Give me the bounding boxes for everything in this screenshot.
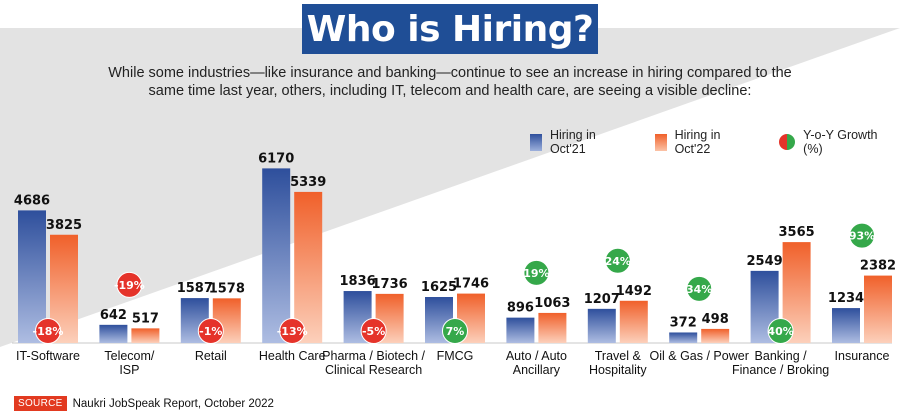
legend-label-growth: Y-o-Y Growth (%) [803, 128, 878, 156]
legend-item-oct22: Hiring in Oct'22 [654, 128, 760, 156]
value-label-oct21: 896 [507, 301, 534, 316]
legend-label-oct21: Hiring in Oct'21 [549, 128, 596, 156]
bar-oct21 [262, 168, 291, 343]
legend-item-oct21: Hiring in Oct'21 [530, 128, 635, 156]
value-label-oct21: 642 [100, 308, 127, 323]
value-label-oct21: 1625 [421, 280, 457, 295]
title-banner: Who is Hiring? [302, 4, 598, 54]
category-label: IT-Software [16, 349, 80, 363]
growth-label: 24% [605, 255, 631, 268]
bar-oct22 [619, 300, 648, 343]
bar-oct21 [506, 317, 535, 343]
legend-item-growth: Y-o-Y Growth (%) [779, 128, 900, 156]
growth-badge [116, 271, 143, 298]
growth-label: 40% [767, 325, 793, 338]
category-label: Auto / Auto Ancillary [506, 349, 567, 377]
value-label-oct21: 2549 [747, 254, 783, 269]
category-label: Oil & Gas / Power [650, 349, 749, 363]
value-label-oct22: 1746 [453, 277, 489, 292]
value-label-oct22: 1736 [372, 277, 408, 292]
bar-oct21 [832, 308, 860, 343]
value-label-oct21: 4686 [14, 193, 50, 208]
bar-oct22 [538, 312, 567, 343]
growth-badge [767, 318, 794, 344]
growth-label: -19% [114, 279, 145, 292]
category-label: Travel & Hospitality [589, 349, 647, 377]
growth-badge [360, 318, 387, 344]
growth-badge [279, 318, 306, 344]
value-label-oct21: 1587 [177, 281, 213, 296]
bar-oct21 [587, 308, 616, 343]
bar-oct22 [294, 191, 323, 343]
value-label-oct21: 372 [670, 315, 697, 330]
growth-label: -5% [362, 325, 385, 338]
value-label-oct22: 1063 [534, 296, 570, 311]
growth-badge [35, 318, 61, 344]
growth-badge [686, 275, 713, 302]
bar-oct22 [131, 328, 160, 343]
chart-subtitle: While some industries—like insurance and… [108, 65, 792, 99]
growth-badge [523, 259, 550, 286]
value-label-oct21: 1207 [584, 292, 620, 307]
growth-label: -13% [277, 325, 308, 338]
growth-badge [849, 222, 875, 249]
growth-label: 34% [686, 283, 712, 296]
category-label: Pharma / Biotech / Clinical Research [322, 349, 425, 377]
legend-swatch-oct22 [654, 133, 667, 151]
value-label-oct22: 517 [132, 311, 159, 326]
category-label: Banking / Finance / Broking [732, 349, 829, 377]
value-label-oct21: 6170 [258, 151, 294, 166]
value-label-oct22: 2382 [860, 259, 896, 274]
value-label-oct22: 3565 [779, 225, 815, 240]
value-label-oct21: 1836 [340, 274, 376, 289]
legend-growth-icon [779, 134, 796, 150]
growth-badge [442, 318, 468, 344]
chart-title: Who is Hiring? [306, 8, 594, 50]
growth-badge [197, 318, 224, 344]
bar-oct21 [99, 324, 128, 343]
growth-label: 19% [523, 267, 549, 280]
growth-badge [604, 247, 631, 274]
bar-oct22 [701, 328, 730, 343]
growth-label: -18% [33, 325, 64, 338]
bar-oct21 [669, 332, 698, 343]
value-label-oct22: 3825 [46, 218, 82, 233]
value-label-oct22: 1578 [209, 281, 245, 296]
growth-label: 7% [446, 325, 465, 338]
legend-label-oct22: Hiring in Oct'22 [674, 128, 721, 156]
value-label-oct22: 498 [702, 312, 729, 327]
category-label: Retail [195, 349, 227, 363]
category-label: Telecom/ISP [104, 349, 155, 377]
growth-label: -1% [199, 325, 222, 338]
source-row: SOURCE Naukri JobSpeak Report, October 2… [14, 396, 274, 411]
value-label-oct22: 5339 [290, 175, 326, 190]
growth-label: 93% [849, 230, 875, 243]
source-text: Naukri JobSpeak Report, October 2022 [72, 397, 274, 410]
category-label: Health Care [259, 349, 326, 363]
category-label: Insurance [835, 349, 890, 363]
legend-swatch-oct21 [530, 133, 542, 151]
value-label-oct21: 1234 [828, 291, 864, 306]
bar-oct22 [864, 275, 892, 343]
chart-legend: Hiring in Oct'21 Hiring in Oct'22 Y-o-Y … [530, 128, 900, 156]
value-label-oct22: 1492 [616, 284, 652, 299]
category-label: FMCG [437, 349, 474, 363]
source-tag: SOURCE [14, 396, 67, 411]
